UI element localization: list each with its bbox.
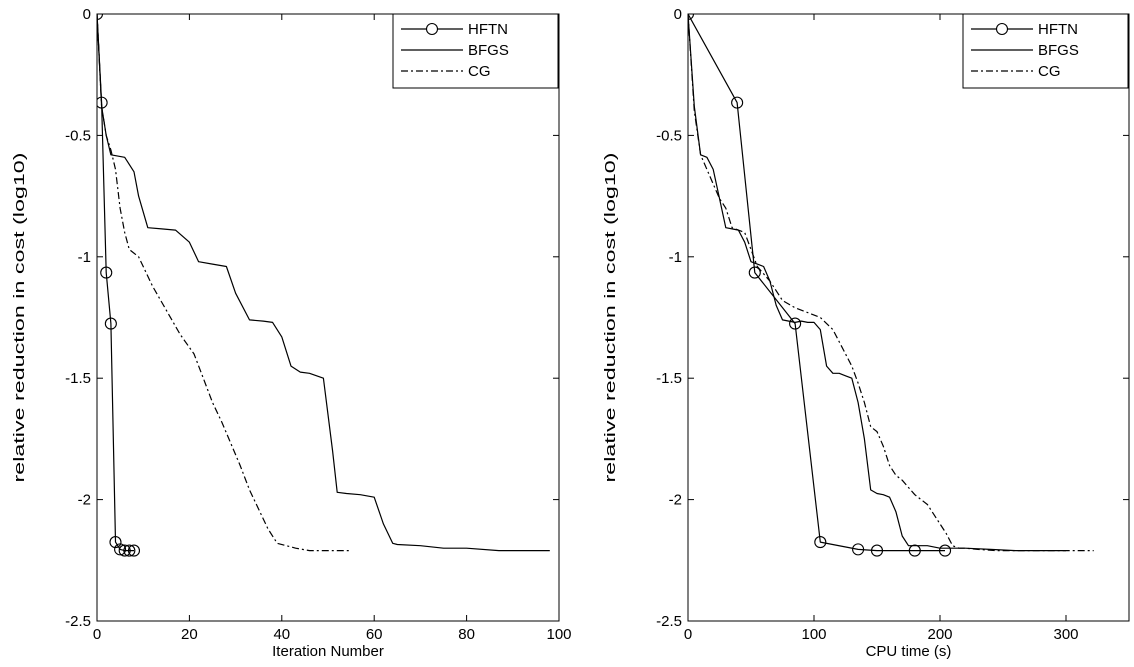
- y-tick-label: 0: [83, 6, 91, 23]
- legend-label-bfgs: BFGS: [1038, 42, 1079, 59]
- data-point-hftn: [731, 96, 744, 109]
- y-tick-label: -2.5: [65, 613, 91, 630]
- legend-box: [962, 13, 1129, 89]
- data-point-hftn: [118, 544, 131, 557]
- series-line-cg: [97, 14, 352, 552]
- legend: HFTN BFGS CG: [962, 13, 1129, 89]
- plot-frame: [96, 13, 560, 622]
- x-tick-label: 0: [684, 626, 692, 643]
- data-point-hftn: [123, 544, 136, 557]
- x-axis-label: CPU time (s): [866, 643, 952, 660]
- legend-label-cg: CG: [1038, 63, 1061, 80]
- data-point-hftn: [789, 317, 802, 330]
- x-tick-label: 0: [93, 626, 101, 643]
- plot-area: [688, 14, 1094, 557]
- x-tick-label: 100: [801, 626, 826, 643]
- legend: HFTN BFGS CG: [392, 13, 559, 89]
- legend-label-bfgs: BFGS: [468, 42, 509, 59]
- y-tick-label: -0.5: [65, 127, 91, 144]
- data-point-hftn: [109, 536, 122, 549]
- x-axis-label: Iteration Number: [272, 643, 384, 660]
- y-axis-label: relative reduction in cost (log10): [11, 152, 28, 482]
- series-line-bfgs: [97, 14, 550, 552]
- data-point-hftn: [814, 536, 827, 549]
- x-tick-label: 80: [458, 626, 475, 643]
- chart-panel-1: 0 20 40 60 80 100 0 -0.5 -1 -1.5 -2 -2.5 Iteration N…: [11, 6, 572, 660]
- y-tick-label: -2: [78, 492, 91, 509]
- y-tick-label: -0.5: [656, 127, 682, 144]
- legend-label-hftn: HFTN: [1038, 21, 1078, 38]
- legend-marker: [425, 22, 439, 36]
- plot-area: [97, 14, 550, 557]
- legend-label-hftn: HFTN: [468, 21, 508, 38]
- chart-panel-2: 0 100 200 300 0 -0.5 -1 -1.5 -2 -2.5 CPU time (s) r…: [602, 6, 1130, 660]
- x-tick-label: 200: [927, 626, 952, 643]
- series-line-hftn: [688, 14, 945, 552]
- x-tick-label: 100: [546, 626, 571, 643]
- y-tick-label: 0: [674, 6, 682, 23]
- legend-marker: [995, 22, 1009, 36]
- data-point-hftn: [114, 543, 127, 556]
- legend-box: [392, 13, 559, 89]
- data-point-hftn: [870, 544, 884, 557]
- x-tick-label: 40: [273, 626, 290, 643]
- y-tick-label: -2: [669, 492, 682, 509]
- y-axis-label: relative reduction in cost (log10): [602, 152, 619, 482]
- data-point-hftn: [104, 317, 117, 330]
- data-point-hftn: [748, 266, 761, 279]
- data-point-hftn: [938, 544, 952, 557]
- series-line-cg: [688, 14, 1094, 552]
- series-line-hftn: [97, 14, 134, 552]
- y-tick-label: -2.5: [656, 613, 682, 630]
- data-point-hftn: [852, 543, 865, 556]
- x-tick-label: 20: [181, 626, 198, 643]
- series-line-bfgs: [688, 14, 1066, 552]
- data-point-hftn: [127, 544, 141, 557]
- x-tick-label: 300: [1053, 626, 1078, 643]
- x-tick-label: 60: [366, 626, 383, 643]
- y-tick-label: -1.5: [656, 370, 682, 387]
- data-point-hftn: [908, 544, 921, 557]
- y-tick-label: -1: [669, 249, 682, 266]
- legend-label-cg: CG: [468, 63, 491, 80]
- plot-frame: [687, 13, 1130, 622]
- y-tick-label: -1.5: [65, 370, 91, 387]
- data-point-hftn: [100, 266, 113, 279]
- y-tick-label: -1: [78, 249, 91, 266]
